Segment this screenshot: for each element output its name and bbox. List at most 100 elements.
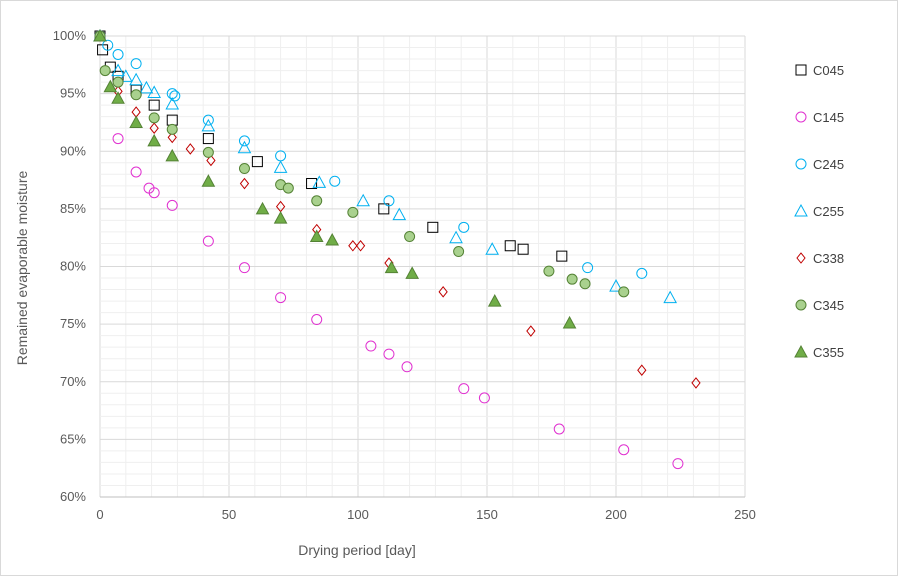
legend-label-c355: C355	[813, 345, 844, 360]
data-point-c345	[282, 182, 294, 194]
data-point-c355	[111, 91, 125, 104]
data-point-c045	[148, 99, 160, 111]
data-point-c255	[147, 85, 162, 98]
data-point-c345	[238, 163, 250, 175]
series-c145	[94, 30, 684, 470]
data-point-c338	[206, 154, 216, 167]
legend-label-c145: C145	[813, 110, 844, 125]
legend-marker-c145	[795, 111, 807, 123]
data-point-c245	[169, 90, 181, 102]
data-point-c255	[449, 230, 463, 244]
points-layer	[93, 28, 701, 470]
data-point-c345	[148, 112, 160, 124]
data-point-c345	[453, 246, 465, 258]
data-point-c255	[111, 63, 125, 77]
data-point-c255	[165, 96, 180, 110]
data-point-c355	[103, 79, 118, 93]
legend-label-c255: C255	[813, 204, 844, 219]
data-point-c245	[130, 58, 142, 70]
data-point-c045	[202, 133, 214, 145]
data-point-c338	[149, 122, 159, 135]
data-point-c045	[306, 178, 318, 190]
data-point-c345	[202, 146, 214, 158]
data-point-c045	[556, 250, 568, 262]
data-point-c255	[201, 118, 216, 132]
data-point-c255	[663, 290, 678, 304]
data-point-c345	[112, 76, 124, 88]
data-point-c145	[130, 166, 142, 178]
data-point-c255	[312, 175, 327, 188]
data-point-c045	[504, 240, 516, 252]
data-point-c355	[273, 211, 288, 224]
data-point-c145	[148, 187, 160, 199]
data-point-c355	[165, 148, 180, 162]
legend-marker-c045	[795, 64, 807, 76]
data-point-c338	[167, 131, 177, 144]
legend-marker-c245	[795, 158, 807, 170]
series-c338	[95, 30, 701, 389]
data-point-c245	[202, 114, 214, 126]
data-point-c245	[275, 150, 287, 162]
data-point-c355	[129, 115, 143, 128]
series-c355	[93, 28, 577, 329]
data-point-c255	[237, 140, 252, 154]
data-point-c145	[202, 235, 214, 247]
data-point-c145	[672, 458, 684, 470]
y-tick-label: 70%	[60, 374, 86, 389]
data-point-c145	[553, 423, 565, 435]
data-point-c145	[311, 314, 323, 326]
data-point-c045	[427, 221, 439, 233]
axis-layer: 0 50 100 150 200 250 60% 65% 70% 75% 80% 85% 90% 95% 1…	[53, 28, 756, 522]
data-point-c345	[347, 206, 359, 218]
data-point-c045	[517, 243, 529, 255]
data-point-c145	[166, 199, 178, 211]
data-point-c145	[401, 361, 413, 373]
x-tick-label: 200	[605, 507, 627, 522]
data-point-c338	[355, 239, 366, 252]
data-point-c355	[562, 315, 577, 329]
legend-label-c045: C045	[813, 63, 844, 78]
series-c345	[94, 30, 630, 298]
data-point-c255	[129, 72, 143, 86]
data-point-c145	[458, 383, 470, 395]
data-point-c345	[130, 89, 142, 101]
data-point-c338	[637, 364, 647, 377]
data-point-c245	[458, 221, 470, 233]
series-c045	[94, 30, 568, 262]
data-point-c338	[239, 177, 250, 190]
data-point-c338	[275, 200, 286, 213]
x-tick-label: 150	[476, 507, 498, 522]
data-point-c355	[405, 266, 420, 279]
data-point-c255	[139, 80, 154, 94]
data-point-c345	[543, 265, 555, 277]
data-point-c345	[579, 278, 591, 290]
data-point-c145	[383, 348, 395, 360]
data-point-c045	[166, 114, 178, 126]
y-tick-label: 95%	[60, 86, 86, 101]
data-point-c338	[691, 377, 701, 389]
data-point-c345	[99, 65, 111, 77]
x-axis-title: Drying period [day]	[298, 542, 416, 558]
data-point-c355	[309, 229, 324, 243]
y-tick-label: 65%	[60, 431, 86, 446]
legend-marker-c338	[796, 252, 806, 264]
data-point-c255	[118, 69, 133, 82]
data-point-c245	[112, 48, 124, 60]
data-point-c145	[618, 444, 630, 456]
y-tick-label: 60%	[60, 489, 86, 504]
data-point-c355	[255, 201, 270, 215]
data-point-c245	[238, 135, 250, 147]
legend-label-c338: C338	[813, 251, 844, 266]
legend-label-c345: C345	[813, 298, 844, 313]
legend-label-c245: C245	[813, 157, 844, 172]
data-point-c355	[325, 232, 340, 246]
data-point-c355	[487, 294, 502, 307]
data-point-c255	[392, 207, 407, 221]
x-tick-label: 0	[96, 507, 103, 522]
data-point-c255	[356, 193, 371, 207]
legend-marker-c345	[795, 299, 807, 311]
data-point-c245	[636, 267, 648, 279]
data-point-c045	[378, 203, 390, 215]
y-tick-label: 90%	[60, 143, 86, 158]
